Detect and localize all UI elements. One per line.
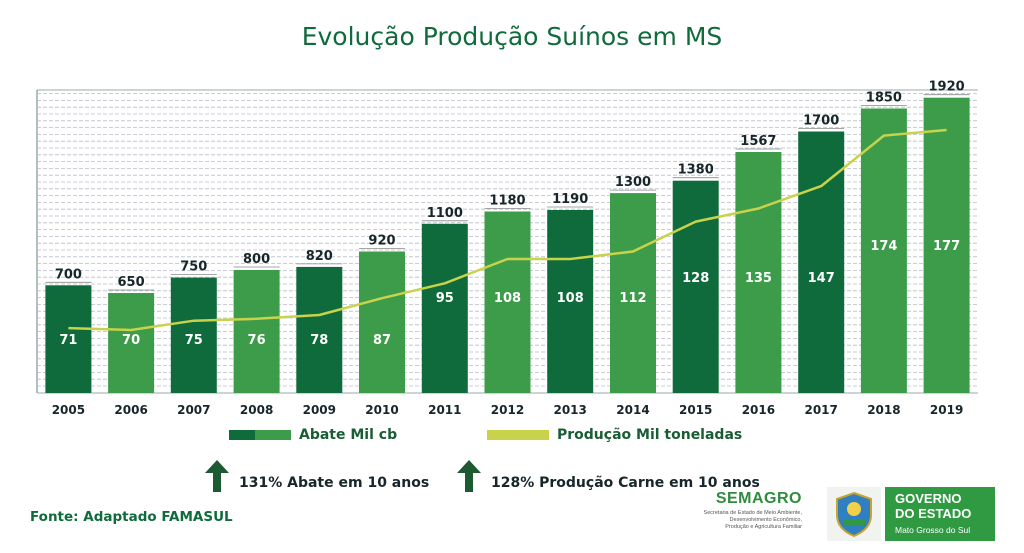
x-tick-label: 2009 xyxy=(303,403,336,417)
line-value-label: 135 xyxy=(745,271,772,286)
legend-abate-label: Abate Mil cb xyxy=(299,427,398,443)
data-labels: 700 71 650 70 750 75 800 76 820 78 920 87 1100 95 1180… xyxy=(45,80,970,348)
note-abate: 131% Abate em 10 anos xyxy=(203,460,429,492)
x-tick-label: 2019 xyxy=(930,403,963,417)
bar-value-label: 1300 xyxy=(615,175,651,190)
gov-line: DO ESTADO xyxy=(895,506,972,521)
bar-value-label: 1700 xyxy=(803,114,839,129)
x-tick-label: 2016 xyxy=(742,403,775,417)
bar-2011 xyxy=(421,223,468,393)
semagro-desc-line: Secretaria de Estado de Meio Ambiente, xyxy=(703,510,802,516)
line-value-label: 76 xyxy=(248,333,266,348)
state-emblem-icon xyxy=(827,487,881,541)
legend-producao-swatch xyxy=(487,430,549,440)
semagro-desc-line: Produção e Agricultura Familiar xyxy=(725,524,802,530)
bar-2019 xyxy=(923,97,970,393)
bar-value-label: 920 xyxy=(368,234,395,249)
x-tick-label: 2006 xyxy=(114,403,147,417)
bar-2015 xyxy=(672,180,719,393)
line-value-label: 112 xyxy=(619,291,646,306)
bar-2006 xyxy=(108,293,155,393)
line-value-label: 147 xyxy=(808,271,835,286)
bar-value-label: 1100 xyxy=(427,206,463,221)
bar-value-label: 650 xyxy=(118,275,145,290)
bar-2014 xyxy=(610,193,656,393)
x-tick-label: 2013 xyxy=(553,403,586,417)
legend-abate-swatch xyxy=(229,430,291,440)
x-tick-label: 2014 xyxy=(616,403,649,417)
x-tick-label: 2007 xyxy=(177,403,210,417)
bar-value-label: 1190 xyxy=(552,192,588,207)
production-line xyxy=(68,128,947,332)
bar-2017 xyxy=(798,131,845,393)
bar-2008 xyxy=(233,270,280,393)
x-axis-ticks: 2005 2006 2007 2008 2009 2010 2011 2012 2013 2014… xyxy=(52,403,964,417)
arrow-up-icon xyxy=(457,460,481,492)
bar-2016 xyxy=(735,152,782,393)
bar-2009 xyxy=(296,266,343,393)
line-value-label: 78 xyxy=(310,333,328,348)
line-value-label: 174 xyxy=(870,239,897,254)
bars xyxy=(45,97,970,393)
x-tick-label: 2017 xyxy=(804,403,837,417)
bar-value-label: 800 xyxy=(243,252,270,267)
legend-producao: Produção Mil toneladas xyxy=(487,427,742,443)
bar-value-label: 1380 xyxy=(678,163,714,178)
bar-value-label: 1180 xyxy=(489,194,525,209)
bar-value-label: 1850 xyxy=(866,91,902,106)
semagro-logo: SEMAGRO Secretaria de Estado de Meio Amb… xyxy=(692,490,802,531)
semagro-description: Secretaria de Estado de Meio Ambiente, D… xyxy=(692,510,802,531)
line-value-label: 108 xyxy=(494,291,521,306)
bar-value-label: 1567 xyxy=(740,134,776,149)
bar-2005 xyxy=(45,285,92,393)
gov-line: GOVERNO xyxy=(895,491,962,506)
government-logo: GOVERNO DO ESTADO Mato Grosso do Sul xyxy=(885,487,995,541)
bar-2007 xyxy=(170,277,217,393)
x-tick-label: 2005 xyxy=(52,403,85,417)
x-tick-label: 2010 xyxy=(365,403,398,417)
line-value-label: 75 xyxy=(185,333,203,348)
chart-title: Evolução Produção Suínos em MS xyxy=(301,22,723,51)
bar-value-label: 700 xyxy=(55,267,82,282)
production-line-path xyxy=(68,128,947,332)
note-abate-label: 131% Abate em 10 anos xyxy=(239,475,430,491)
line-value-label: 70 xyxy=(122,333,140,348)
line-value-label: 95 xyxy=(436,291,454,306)
line-value-label: 71 xyxy=(59,333,77,348)
source-note: Fonte: Adaptado FAMASUL xyxy=(30,509,233,525)
semagro-desc-line: Desenvolvimento Econômico, xyxy=(729,517,802,523)
x-tick-label: 2015 xyxy=(679,403,712,417)
note-producao-label: 128% Produção Carne em 10 anos xyxy=(491,475,760,491)
note-producao: 128% Produção Carne em 10 anos xyxy=(455,460,760,492)
legend-producao-label: Produção Mil toneladas xyxy=(557,427,743,443)
bar-value-label: 1920 xyxy=(929,80,965,95)
line-value-label: 177 xyxy=(933,239,960,254)
line-value-label: 128 xyxy=(682,271,709,286)
bar-2018 xyxy=(860,108,907,393)
line-value-label: 87 xyxy=(373,333,391,348)
bar-value-label: 820 xyxy=(306,249,333,264)
bar-2012 xyxy=(484,211,531,393)
x-tick-label: 2018 xyxy=(867,403,900,417)
semagro-name: SEMAGRO xyxy=(715,490,802,507)
bar-line-chart: 700 71 650 70 750 75 800 76 820 78 920 87 1100 95 1180… xyxy=(36,80,978,417)
x-tick-label: 2011 xyxy=(428,403,461,417)
arrow-up-icon xyxy=(205,460,229,492)
x-tick-label: 2012 xyxy=(491,403,524,417)
line-value-label: 108 xyxy=(557,291,584,306)
bar-2010 xyxy=(359,251,405,393)
bar-2013 xyxy=(547,210,594,393)
bar-value-label: 750 xyxy=(180,260,207,275)
gov-line: Mato Grosso do Sul xyxy=(895,525,971,535)
legend-abate: Abate Mil cb xyxy=(229,427,397,443)
x-tick-label: 2008 xyxy=(240,403,273,417)
